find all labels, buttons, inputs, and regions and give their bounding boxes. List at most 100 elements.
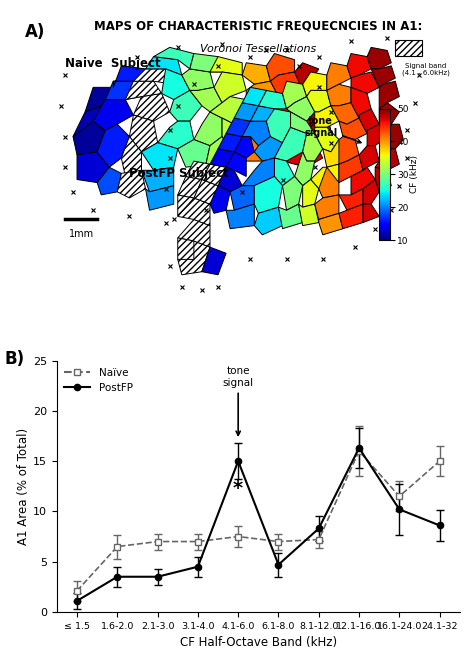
Polygon shape <box>339 189 363 211</box>
Polygon shape <box>379 103 399 136</box>
Polygon shape <box>97 167 121 195</box>
Polygon shape <box>141 143 178 170</box>
Text: tone
signal: tone signal <box>223 366 254 436</box>
Polygon shape <box>250 106 274 124</box>
Polygon shape <box>222 118 242 152</box>
Text: PostFP Subject: PostFP Subject <box>129 167 229 180</box>
Polygon shape <box>170 90 202 121</box>
Polygon shape <box>315 195 339 220</box>
Polygon shape <box>319 167 339 198</box>
Polygon shape <box>234 136 254 158</box>
Polygon shape <box>218 167 242 192</box>
Polygon shape <box>210 97 250 124</box>
Polygon shape <box>178 238 194 259</box>
Polygon shape <box>194 112 222 145</box>
Polygon shape <box>182 69 214 90</box>
Polygon shape <box>226 118 250 136</box>
Polygon shape <box>226 152 246 176</box>
Polygon shape <box>279 109 311 136</box>
Polygon shape <box>73 121 105 155</box>
Text: A): A) <box>25 23 45 41</box>
Y-axis label: CF (kHz): CF (kHz) <box>410 155 419 193</box>
Polygon shape <box>286 97 315 121</box>
Polygon shape <box>359 109 379 134</box>
Polygon shape <box>258 90 286 109</box>
Polygon shape <box>331 103 359 124</box>
Polygon shape <box>262 134 299 161</box>
Text: Voronoi Tessellations: Voronoi Tessellations <box>200 44 317 55</box>
Text: 1mm: 1mm <box>68 229 94 239</box>
Polygon shape <box>294 63 319 90</box>
Polygon shape <box>178 241 210 275</box>
Polygon shape <box>294 152 315 186</box>
Polygon shape <box>157 121 194 149</box>
Polygon shape <box>379 81 399 109</box>
Polygon shape <box>274 127 307 161</box>
Polygon shape <box>230 134 274 161</box>
Polygon shape <box>302 134 323 161</box>
Polygon shape <box>210 149 234 170</box>
Polygon shape <box>85 88 117 112</box>
Polygon shape <box>125 81 162 99</box>
Polygon shape <box>190 53 222 72</box>
Text: tone
signal: tone signal <box>304 116 361 143</box>
Polygon shape <box>279 90 307 118</box>
Polygon shape <box>133 69 173 84</box>
Polygon shape <box>133 93 170 121</box>
Polygon shape <box>339 136 359 164</box>
Polygon shape <box>230 186 254 211</box>
Polygon shape <box>226 204 254 229</box>
Polygon shape <box>178 139 210 167</box>
Polygon shape <box>129 115 157 152</box>
Polygon shape <box>141 167 173 192</box>
Polygon shape <box>351 167 375 195</box>
Polygon shape <box>206 136 230 167</box>
Polygon shape <box>302 81 319 109</box>
Polygon shape <box>242 63 270 84</box>
Polygon shape <box>359 145 379 170</box>
Polygon shape <box>283 81 307 109</box>
Polygon shape <box>302 72 327 97</box>
Polygon shape <box>154 47 194 69</box>
Polygon shape <box>194 180 218 204</box>
Polygon shape <box>270 72 302 97</box>
Polygon shape <box>210 57 242 75</box>
Polygon shape <box>97 124 129 167</box>
Polygon shape <box>299 204 319 226</box>
Polygon shape <box>210 186 230 213</box>
Polygon shape <box>113 66 146 88</box>
Polygon shape <box>178 220 210 247</box>
Polygon shape <box>214 72 246 103</box>
Polygon shape <box>77 152 109 183</box>
Polygon shape <box>347 53 371 78</box>
Legend: Naïve, PostFP: Naïve, PostFP <box>62 366 135 395</box>
Polygon shape <box>367 124 387 145</box>
Polygon shape <box>254 176 283 213</box>
Polygon shape <box>254 136 283 161</box>
Polygon shape <box>315 106 339 127</box>
Text: *: * <box>233 479 243 498</box>
Polygon shape <box>283 143 323 167</box>
Polygon shape <box>367 47 391 69</box>
Polygon shape <box>202 247 226 275</box>
Polygon shape <box>375 167 391 192</box>
Polygon shape <box>315 127 339 152</box>
Polygon shape <box>383 124 403 149</box>
Polygon shape <box>311 164 339 189</box>
Polygon shape <box>294 112 331 143</box>
Polygon shape <box>307 93 327 127</box>
Polygon shape <box>73 106 105 136</box>
Polygon shape <box>266 109 291 143</box>
Polygon shape <box>93 99 133 130</box>
Polygon shape <box>375 149 399 170</box>
Polygon shape <box>178 176 202 198</box>
Polygon shape <box>234 106 283 134</box>
Polygon shape <box>186 161 210 180</box>
Polygon shape <box>339 204 363 229</box>
Text: Naive  Subject: Naive Subject <box>65 57 161 70</box>
Polygon shape <box>190 88 222 112</box>
Polygon shape <box>323 139 347 167</box>
Polygon shape <box>291 112 315 134</box>
Polygon shape <box>178 198 210 226</box>
Polygon shape <box>327 84 351 106</box>
